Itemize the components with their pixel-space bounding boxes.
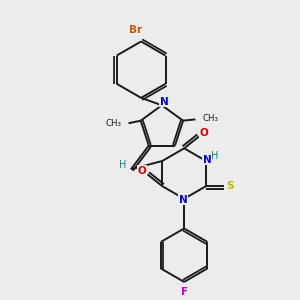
Text: CH₃: CH₃ xyxy=(203,114,219,123)
Text: N: N xyxy=(203,155,212,165)
Text: O: O xyxy=(138,166,146,176)
Text: CH₃: CH₃ xyxy=(105,119,121,128)
Text: N: N xyxy=(160,97,169,107)
Text: H: H xyxy=(119,160,126,170)
Text: H: H xyxy=(211,151,218,160)
Text: S: S xyxy=(226,181,233,191)
Text: F: F xyxy=(181,287,188,297)
Text: Br: Br xyxy=(129,25,142,35)
Text: O: O xyxy=(200,128,209,138)
Text: N: N xyxy=(178,195,187,205)
